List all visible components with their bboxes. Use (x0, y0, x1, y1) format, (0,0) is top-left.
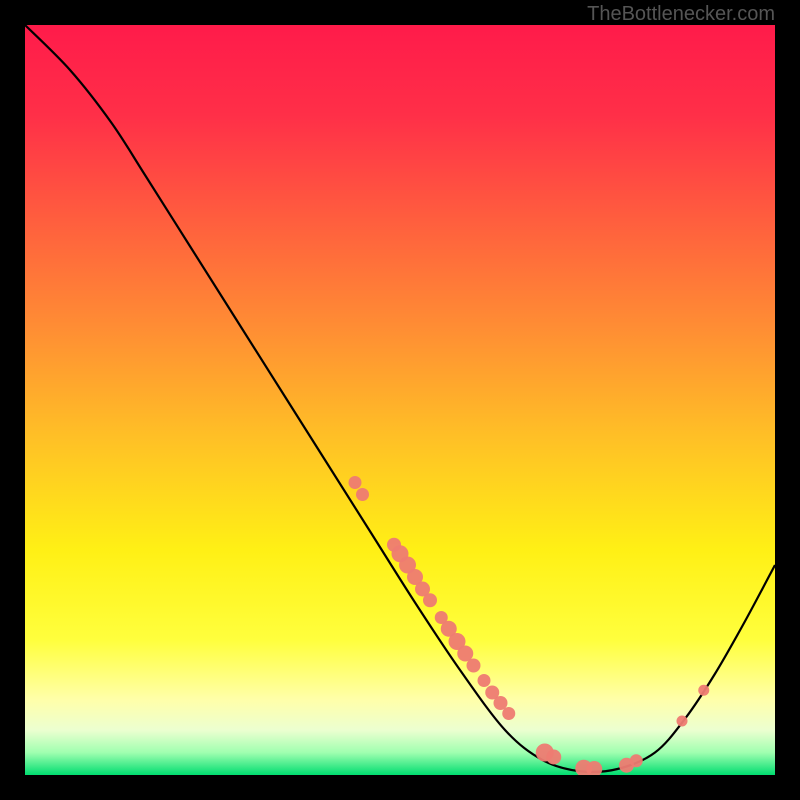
data-marker (423, 593, 437, 607)
data-marker (698, 685, 709, 696)
attribution-label: TheBottlenecker.com (587, 3, 775, 26)
data-marker (467, 659, 481, 673)
data-marker (356, 488, 369, 501)
chart-svg (25, 25, 775, 775)
bottleneck-curve (25, 25, 775, 772)
data-marker (502, 707, 515, 720)
chart-container (25, 25, 775, 775)
data-marker (546, 750, 561, 765)
data-marker (349, 476, 362, 489)
data-marker (677, 716, 688, 727)
data-marker (494, 696, 508, 710)
data-marker (478, 674, 491, 687)
data-markers (349, 476, 710, 775)
data-marker (630, 754, 643, 767)
